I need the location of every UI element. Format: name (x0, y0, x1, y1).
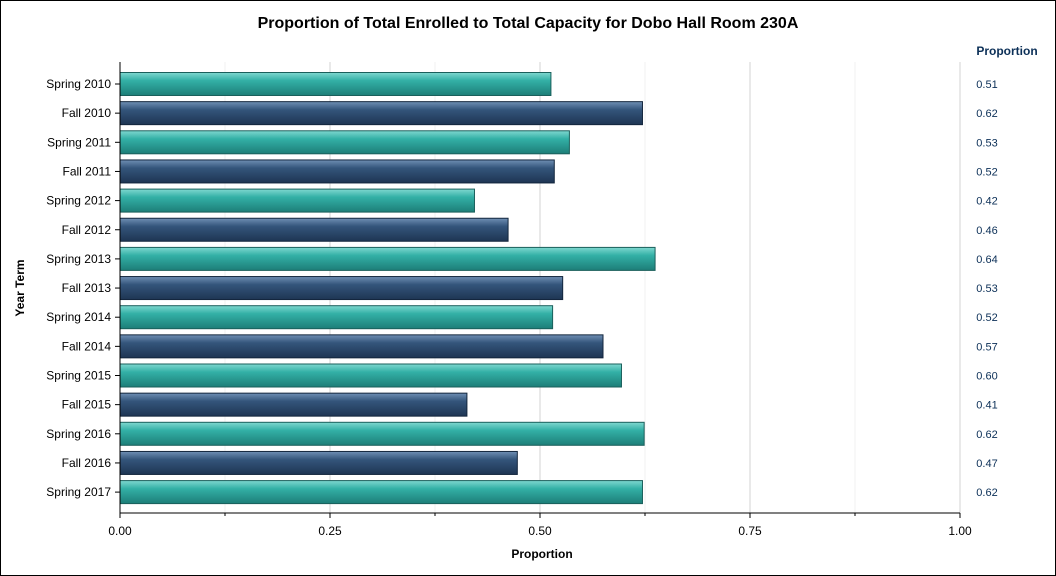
bar (119, 392, 468, 417)
value-label: 0.52 (976, 166, 997, 178)
value-label: 0.62 (976, 487, 997, 499)
x-axis-label: Proportion (511, 547, 572, 561)
y-tick-label: Fall 2012 (62, 223, 112, 237)
bar (119, 130, 570, 155)
value-label: 0.51 (976, 79, 997, 91)
bar (119, 246, 656, 271)
x-tick-label: 0.50 (528, 524, 552, 538)
value-column-header: Proportion (976, 44, 1037, 58)
y-tick-label: Fall 2015 (62, 398, 112, 412)
y-tick-label: Fall 2011 (63, 164, 112, 178)
value-label: 0.62 (976, 108, 997, 120)
y-tick-labels: Spring 2010 Fall 2010 Spring 2011 Fall 2011… (46, 77, 120, 499)
y-tick-label: Spring 2017 (46, 485, 111, 499)
y-axis-label: Year Term (13, 259, 27, 316)
bar (119, 450, 518, 475)
bar (119, 334, 604, 359)
value-label: 0.53 (976, 137, 997, 149)
y-tick-label: Fall 2014 (62, 339, 112, 353)
bar (119, 101, 643, 126)
bar (119, 305, 554, 330)
value-label: 0.46 (976, 225, 997, 237)
x-tick-labels: 0.00 0.25 0.50 0.75 1.00 (108, 513, 972, 538)
value-label: 0.62 (976, 429, 997, 441)
bar (119, 217, 509, 242)
y-tick-label: Spring 2014 (46, 310, 111, 324)
value-label: 0.57 (976, 341, 997, 353)
value-label: 0.64 (976, 254, 997, 266)
bars (119, 72, 656, 505)
value-label: 0.47 (976, 458, 997, 470)
x-tick-label: 0.75 (738, 524, 762, 538)
bar (119, 159, 555, 184)
y-tick-label: Fall 2010 (62, 106, 112, 120)
bar (119, 188, 475, 213)
value-label: 0.41 (976, 400, 997, 412)
value-label: 0.42 (976, 196, 997, 208)
bar (119, 363, 622, 388)
y-tick-label: Fall 2013 (62, 281, 112, 295)
bar (119, 276, 564, 301)
y-tick-label: Spring 2015 (46, 369, 111, 383)
bar (119, 421, 645, 446)
y-tick-label: Fall 2016 (62, 456, 112, 470)
y-tick-label: Spring 2016 (46, 427, 111, 441)
x-tick-label: 0.25 (318, 524, 342, 538)
value-label: 0.60 (976, 371, 997, 383)
y-tick-label: Spring 2012 (46, 194, 111, 208)
bar (119, 72, 552, 96)
x-tick-label: 1.00 (948, 524, 972, 538)
value-label: 0.52 (976, 312, 997, 324)
bar (119, 480, 643, 505)
chart-title: Proportion of Total Enrolled to Total Ca… (258, 15, 799, 32)
y-tick-label: Spring 2010 (46, 77, 111, 91)
y-tick-label: Spring 2011 (47, 135, 111, 149)
x-tick-label: 0.00 (108, 524, 132, 538)
value-label: 0.53 (976, 283, 997, 295)
value-labels: 0.51 0.62 0.53 0.52 0.42 0.46 0.64 0.53 0.52 0.57… (976, 79, 997, 499)
y-tick-label: Spring 2013 (46, 252, 111, 266)
